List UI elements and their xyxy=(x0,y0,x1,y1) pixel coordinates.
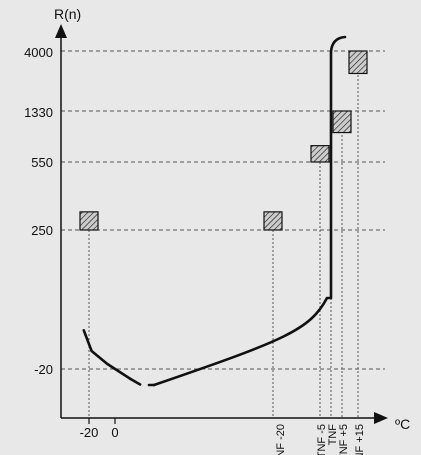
x-marker-label: TNF +15 xyxy=(354,424,366,455)
curve-segment xyxy=(152,35,347,387)
x-tick-label: -20 xyxy=(80,425,99,440)
tolerance-band xyxy=(332,110,352,134)
axes xyxy=(55,24,388,424)
x-tick-label: 0 xyxy=(111,425,118,440)
tolerance-band xyxy=(348,50,368,75)
y-axis-title: R(n) xyxy=(54,6,81,22)
gridlines xyxy=(61,50,385,424)
curve-segment xyxy=(129,377,156,387)
x-marker-label: TNF +5 xyxy=(338,424,350,455)
y-tick-labels: 4000 1330 550 250 -20 xyxy=(24,45,53,377)
y-axis-arrow xyxy=(55,24,67,38)
x-marker-labels: TNF -20 TNF -5 TNF TNF +5 TNF +15 xyxy=(275,424,366,455)
y-tick-label: -20 xyxy=(34,362,53,377)
resistance-curve xyxy=(82,35,347,387)
y-tick-label: 4000 xyxy=(24,45,53,60)
tolerance-band xyxy=(263,211,283,231)
tolerance-band xyxy=(310,145,330,163)
x-marker-label: TNF -5 xyxy=(316,424,328,455)
x-tick-labels: -20 0 xyxy=(80,425,119,440)
x-axis-title: ºC xyxy=(395,416,410,432)
x-marker-label: TNF -20 xyxy=(275,424,287,455)
x-marker-label: TNF xyxy=(327,424,339,446)
y-tick-label: 250 xyxy=(31,223,53,238)
curve-segment xyxy=(82,329,132,381)
tolerance-band xyxy=(79,211,99,231)
tolerance-bands xyxy=(79,50,368,231)
y-tick-label: 1330 xyxy=(24,105,53,120)
y-tick-label: 550 xyxy=(31,155,53,170)
x-axis-arrow xyxy=(374,412,388,424)
